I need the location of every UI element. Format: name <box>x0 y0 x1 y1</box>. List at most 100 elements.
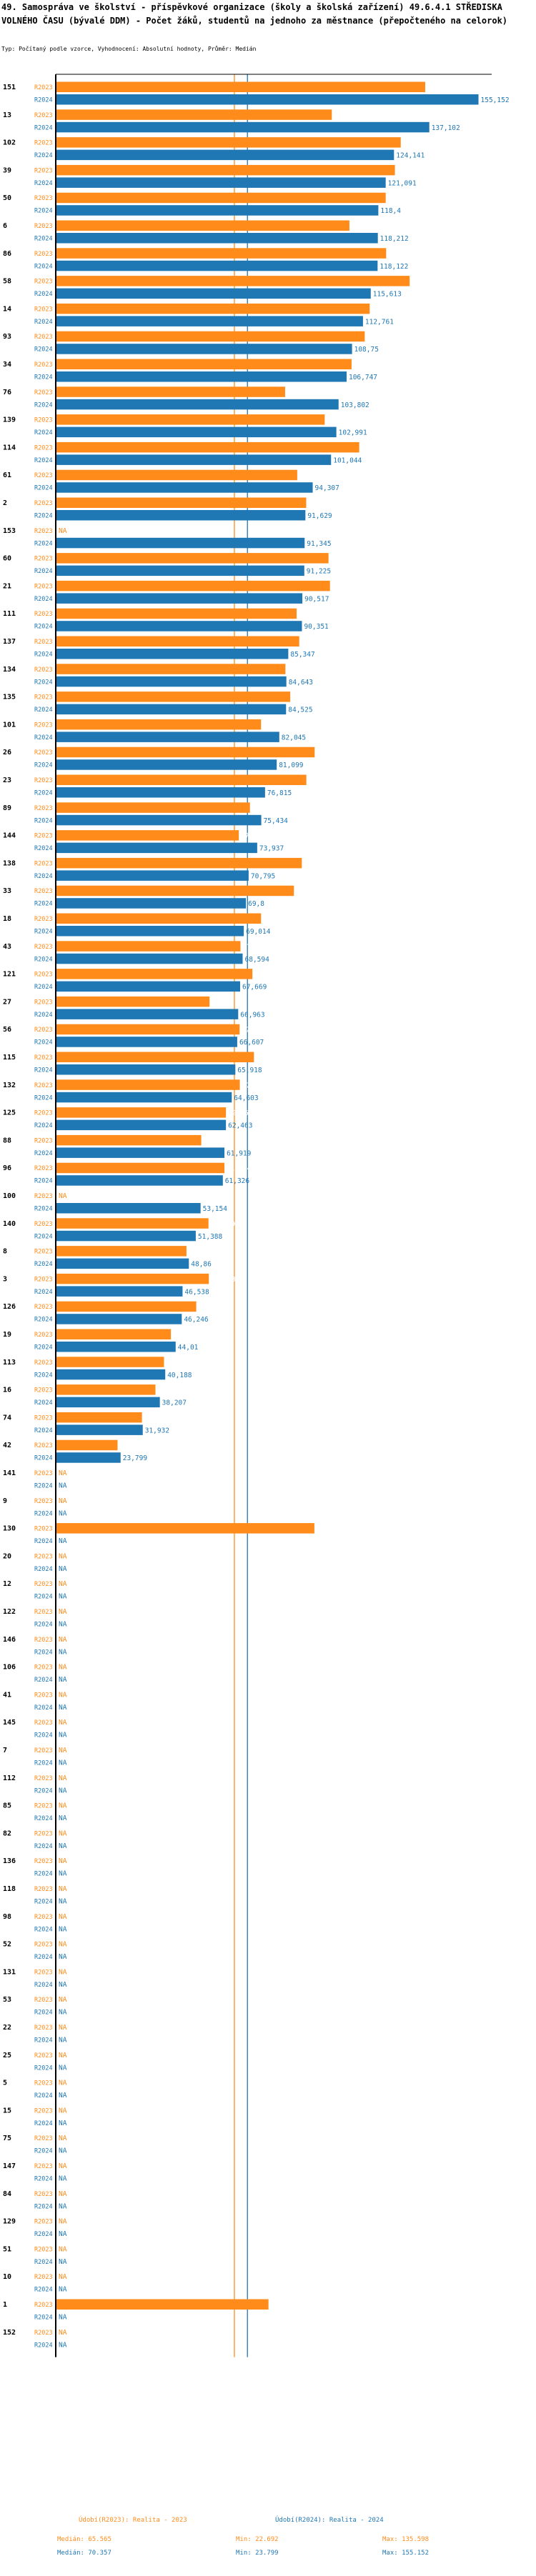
series-label: R2024 <box>34 1899 53 1906</box>
series-label: R2024 <box>34 1233 53 1240</box>
category-label: 75 <box>3 2135 11 2142</box>
series-label: R2024 <box>34 734 53 742</box>
value-label: 84,183 <box>287 389 312 396</box>
bar-r2024 <box>56 1424 143 1435</box>
value-label-na: NA <box>59 2245 67 2253</box>
value-label-na: NA <box>59 1580 67 1588</box>
value-label: 23,799 <box>123 1454 148 1462</box>
category-group: 76 R2023 84,183 R2024 103,802 <box>3 386 369 410</box>
min-2023: Min: 22.692 <box>236 2536 279 2543</box>
series-label: R2023 <box>34 1332 53 1339</box>
category-label: 118 <box>3 1885 16 1893</box>
category-group: 23 R2023 91,972 R2024 76,815 <box>3 774 333 798</box>
category-label: 114 <box>3 444 16 451</box>
series-label: R2024 <box>34 1067 53 1074</box>
series-label: R2023 <box>34 2025 53 2032</box>
value-label: 91,933 <box>308 500 332 508</box>
series-label: R2024 <box>34 1926 53 1933</box>
series-label: R2024 <box>34 1483 53 1490</box>
bar-r2024 <box>56 1092 232 1103</box>
series-label: R2023 <box>34 583 53 590</box>
series-label: R2024 <box>34 1372 53 1379</box>
value-label: 46,246 <box>184 1316 209 1324</box>
value-label: 51,561 <box>199 1304 224 1312</box>
bar-r2023 <box>56 1273 209 1284</box>
category-group: 53 R2023 NA R2024 NA <box>3 1996 67 2017</box>
series-label: R2023 <box>34 2330 53 2337</box>
series-label: R2023 <box>34 1581 53 1588</box>
value-label: 112,761 <box>365 318 394 326</box>
value-label-na: NA <box>59 2190 67 2198</box>
value-label: 88,406 <box>299 611 324 619</box>
category-label: 13 <box>3 111 11 119</box>
series-label: R2024 <box>34 1760 53 1767</box>
series-label: R2023 <box>34 1914 53 1921</box>
category-group: 3 R2023 56,188 R2024 46,538 <box>3 1273 236 1297</box>
bar-r2024 <box>56 1286 183 1297</box>
category-group: 114 R2023 111,379 R2024 101,044 <box>3 441 390 465</box>
category-group: 85 R2023 NA R2024 NA <box>3 1802 67 1823</box>
value-label-na: NA <box>59 1814 67 1822</box>
series-label: R2024 <box>34 679 53 686</box>
bar-r2023 <box>56 414 325 425</box>
bar-r2024 <box>56 704 287 715</box>
category-group: 125 R2023 62,463 R2024 62,463 <box>3 1107 252 1131</box>
category-label: 98 <box>3 1913 11 1921</box>
category-label: 113 <box>3 1359 16 1367</box>
category-label: 50 <box>3 194 11 202</box>
value-label: 94,921 <box>317 1525 342 1533</box>
value-label: 118,4 <box>380 207 401 215</box>
series-label: R2023 <box>34 251 53 258</box>
category-label: 27 <box>3 998 11 1006</box>
series-label: R2023 <box>34 140 53 147</box>
category-label: 132 <box>3 1082 16 1089</box>
category-label: 82 <box>3 1829 11 1837</box>
bar-r2023 <box>56 497 307 508</box>
bar-r2023 <box>56 857 302 869</box>
category-label: 6 <box>3 222 7 230</box>
value-label: 101,044 <box>333 456 362 464</box>
series-label: R2023 <box>34 223 53 230</box>
bar-r2023 <box>56 636 299 647</box>
series-label: R2023 <box>34 1027 53 1034</box>
series-label: R2024 <box>34 2037 53 2045</box>
category-group: 42 R2023 22,692 R2024 23,799 <box>3 1439 148 1463</box>
series-label: R2024 <box>34 1206 53 1213</box>
series-label: R2023 <box>34 1276 53 1283</box>
bar-r2023 <box>56 441 359 453</box>
value-label: 137,102 <box>432 124 460 132</box>
category-group: 43 R2023 67,802 R2024 68,594 <box>3 941 269 964</box>
category-label: 7 <box>3 1747 7 1754</box>
series-label: R2023 <box>34 972 53 979</box>
series-label: R2023 <box>34 2080 53 2087</box>
series-label: R2023 <box>34 749 53 757</box>
series-label: R2023 <box>34 2163 53 2170</box>
series-label: R2023 <box>34 1470 53 1477</box>
series-label: R2023 <box>34 1747 53 1754</box>
series-label: R2024 <box>34 1649 53 1656</box>
series-label: R2024 <box>34 1815 53 1822</box>
bar-r2023 <box>56 969 253 979</box>
value-label: 47,976 <box>189 1248 214 1256</box>
category-label: 138 <box>3 859 16 867</box>
series-label: R2023 <box>34 1637 53 1644</box>
bar-r2023 <box>56 2299 269 2310</box>
series-label: R2023 <box>34 694 53 702</box>
bar-r2023 <box>56 81 425 92</box>
category-group: 12 R2023 NA R2024 NA <box>3 1580 67 1601</box>
series-label: R2023 <box>34 2107 53 2115</box>
chart-title: 49. Samospráva ve školství - příspěvkové… <box>1 2 508 26</box>
value-label-na: NA <box>59 1537 67 1545</box>
category-group: 151 R2023 135,598 R2024 155,152 <box>3 81 510 105</box>
value-label-na: NA <box>59 527 67 535</box>
series-label: R2024 <box>34 540 53 547</box>
value-label: 91,225 <box>307 568 331 576</box>
value-label-na: NA <box>59 2230 67 2238</box>
bar-r2024 <box>56 953 243 964</box>
category-group: 112 R2023 NA R2024 NA <box>3 1774 67 1795</box>
value-label-na: NA <box>59 1759 67 1767</box>
value-label: 76,815 <box>267 789 292 797</box>
bar-r2024 <box>56 565 304 576</box>
series-label: R2024 <box>34 429 53 436</box>
value-label: 31,932 <box>145 1427 169 1434</box>
